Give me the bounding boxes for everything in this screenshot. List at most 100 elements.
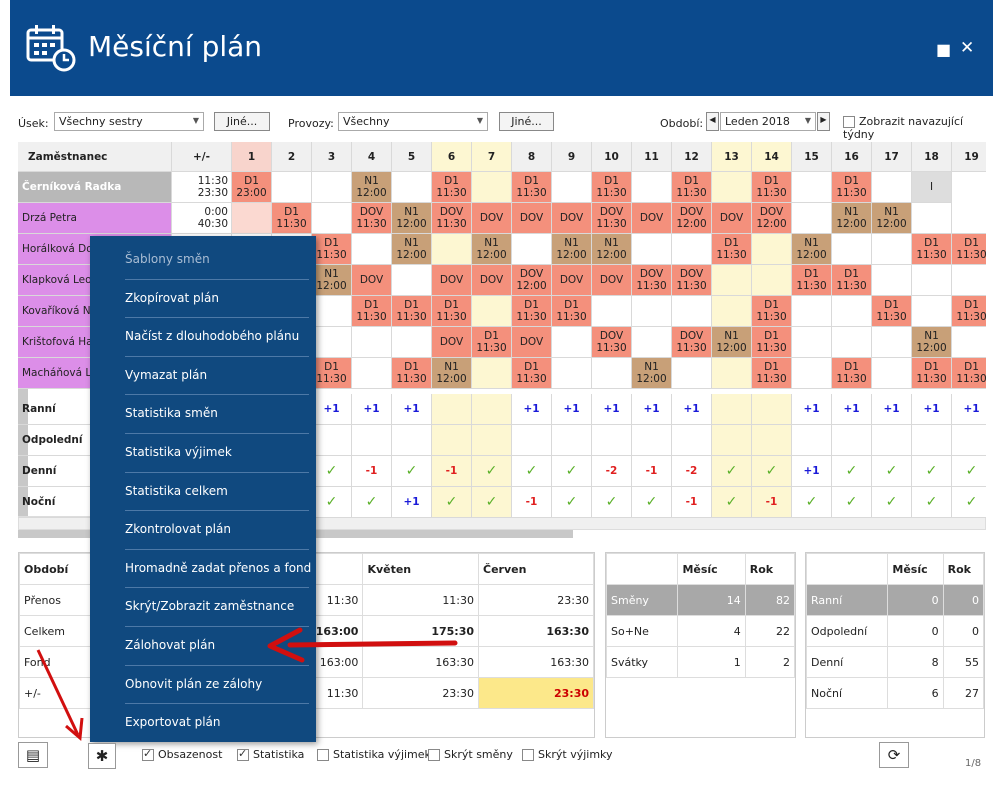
shift-cell[interactable]: D1 11:30: [432, 296, 472, 327]
day-header[interactable]: 7: [472, 142, 512, 172]
shift-cell[interactable]: [552, 358, 592, 389]
shift-cell[interactable]: N1 12:00: [312, 265, 352, 296]
shift-cell[interactable]: [632, 172, 672, 203]
shift-cell[interactable]: DOV: [632, 203, 672, 234]
shift-cell[interactable]: [792, 358, 832, 389]
shift-cell[interactable]: [312, 172, 352, 203]
shift-cell[interactable]: N1 12:00: [392, 234, 432, 265]
shift-cell[interactable]: D1 11:30: [272, 203, 312, 234]
shift-cell[interactable]: [392, 265, 432, 296]
prev-month-button[interactable]: ◀: [706, 112, 719, 131]
shift-cell[interactable]: D1 11:30: [912, 358, 952, 389]
shift-cell[interactable]: DOV 12:00: [512, 265, 552, 296]
shift-cell[interactable]: [792, 327, 832, 358]
navazujici-checkbox[interactable]: Zobrazit navazující týdny: [843, 115, 964, 141]
shift-cell[interactable]: D1 11:30: [952, 358, 986, 389]
shift-cell[interactable]: [352, 327, 392, 358]
shift-cell[interactable]: N1 12:00: [552, 234, 592, 265]
day-header[interactable]: 1: [232, 142, 272, 172]
shift-cell[interactable]: DOV: [552, 265, 592, 296]
shift-cell[interactable]: D1 11:30: [832, 172, 872, 203]
shift-cell[interactable]: N1 12:00: [592, 234, 632, 265]
shift-cell[interactable]: [352, 234, 392, 265]
shift-cell[interactable]: DOV 11:30: [672, 265, 712, 296]
shift-cell[interactable]: N1 12:00: [392, 203, 432, 234]
shift-cell[interactable]: N1 12:00: [912, 327, 952, 358]
shift-cell[interactable]: [632, 327, 672, 358]
shift-cell[interactable]: [872, 172, 912, 203]
day-header[interactable]: 13: [712, 142, 752, 172]
shift-cell[interactable]: [712, 296, 752, 327]
shift-cell[interactable]: DOV 11:30: [672, 327, 712, 358]
shift-cell[interactable]: [792, 296, 832, 327]
shift-cell[interactable]: [272, 172, 312, 203]
shift-cell[interactable]: [912, 203, 952, 234]
shift-cell[interactable]: D1 11:30: [392, 358, 432, 389]
usek-select[interactable]: Všechny sestry ▼: [54, 112, 204, 131]
shift-cell[interactable]: DOV 11:30: [352, 203, 392, 234]
close-icon[interactable]: ✕: [960, 38, 975, 58]
shift-cell[interactable]: [312, 203, 352, 234]
day-header[interactable]: 16: [832, 142, 872, 172]
shift-cell[interactable]: D1 11:30: [672, 172, 712, 203]
shift-cell[interactable]: [312, 296, 352, 327]
shift-cell[interactable]: D1 11:30: [712, 234, 752, 265]
day-header[interactable]: 11: [632, 142, 672, 172]
shift-cell[interactable]: [712, 172, 752, 203]
shift-cell[interactable]: [912, 265, 952, 296]
shift-cell[interactable]: [752, 234, 792, 265]
shift-cell[interactable]: DOV: [472, 203, 512, 234]
statistika-vyjimek-checkbox[interactable]: Statistika výjimek: [317, 748, 431, 761]
menu-item[interactable]: Zálohovat plán: [125, 638, 216, 652]
menu-item[interactable]: Statistika celkem: [125, 483, 228, 498]
usek-other-button[interactable]: Jiné...: [214, 112, 270, 131]
shift-cell[interactable]: DOV 11:30: [632, 265, 672, 296]
shift-cell[interactable]: N1 12:00: [632, 358, 672, 389]
employee-name[interactable]: Černíková Radka: [18, 172, 172, 203]
shift-cell[interactable]: [472, 358, 512, 389]
shift-cell[interactable]: D1 11:30: [392, 296, 432, 327]
day-header[interactable]: 6: [432, 142, 472, 172]
menu-item[interactable]: Skrýt/Zobrazit zaměstnance: [125, 599, 295, 614]
shift-cell[interactable]: [232, 203, 272, 234]
shift-cell[interactable]: D1 11:30: [512, 358, 552, 389]
shift-cell[interactable]: [712, 265, 752, 296]
shift-cell[interactable]: [872, 234, 912, 265]
shift-cell[interactable]: N1 12:00: [792, 234, 832, 265]
shift-cell[interactable]: [312, 327, 352, 358]
shift-cell[interactable]: D1 11:30: [312, 234, 352, 265]
shift-cell[interactable]: [672, 358, 712, 389]
shift-cell[interactable]: [792, 203, 832, 234]
menu-item[interactable]: Statistika výjimek: [125, 445, 232, 459]
shift-cell[interactable]: [872, 265, 912, 296]
provozy-other-button[interactable]: Jiné...: [499, 112, 554, 131]
shift-cell[interactable]: [632, 296, 672, 327]
shift-cell[interactable]: [952, 327, 986, 358]
maximize-icon[interactable]: ■: [936, 40, 952, 59]
tools-icon[interactable]: ✱: [88, 743, 116, 769]
shift-cell[interactable]: N1 12:00: [472, 234, 512, 265]
day-header[interactable]: 14: [752, 142, 792, 172]
shift-cell[interactable]: [552, 327, 592, 358]
shift-cell[interactable]: DOV 11:30: [592, 203, 632, 234]
day-header[interactable]: 3: [312, 142, 352, 172]
shift-cell[interactable]: DOV 11:30: [432, 203, 472, 234]
shift-cell[interactable]: D1 11:30: [832, 358, 872, 389]
shift-cell[interactable]: N1 12:00: [432, 358, 472, 389]
day-header[interactable]: 9: [552, 142, 592, 172]
shift-cell[interactable]: [832, 327, 872, 358]
shift-cell[interactable]: D1 11:30: [752, 172, 792, 203]
day-header[interactable]: 12: [672, 142, 712, 172]
shift-cell[interactable]: DOV 11:30: [592, 327, 632, 358]
shift-cell[interactable]: D1 11:30: [312, 358, 352, 389]
shift-cell[interactable]: [392, 172, 432, 203]
shift-cell[interactable]: D1 11:30: [872, 296, 912, 327]
print-icon[interactable]: ▤: [18, 742, 48, 768]
shift-cell[interactable]: [592, 358, 632, 389]
shift-cell[interactable]: D1 11:30: [952, 296, 986, 327]
shift-cell[interactable]: [952, 203, 986, 234]
menu-item[interactable]: Zkopírovat plán: [125, 290, 219, 305]
shift-cell[interactable]: D1 11:30: [752, 358, 792, 389]
shift-cell[interactable]: [672, 234, 712, 265]
day-header[interactable]: 19: [952, 142, 986, 172]
